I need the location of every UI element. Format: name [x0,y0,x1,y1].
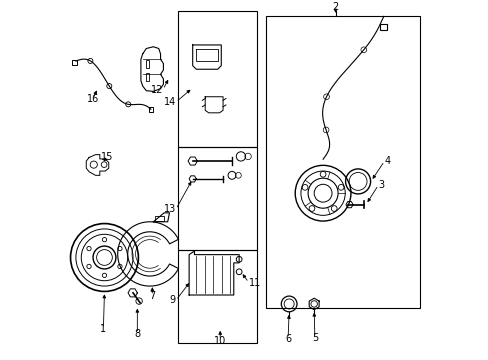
Bar [145,60,149,68]
Text: 13: 13 [163,204,176,214]
Text: 9: 9 [169,295,176,305]
Text: 3: 3 [378,180,384,190]
Text: 14: 14 [163,97,176,107]
Text: 15: 15 [101,153,113,162]
Text: 10: 10 [214,336,226,346]
Text: 7: 7 [149,291,155,301]
Bar [178,11,257,147]
Bar [155,216,164,221]
Bar [72,60,77,64]
Bar [178,147,257,250]
Text: 8: 8 [134,329,140,339]
Bar [148,107,153,112]
Text: 1: 1 [100,324,106,334]
Bar [380,24,386,30]
Text: 11: 11 [248,278,261,288]
Bar [178,250,257,343]
Bar [145,73,149,81]
Text: 5: 5 [311,333,317,343]
Text: 16: 16 [86,94,99,104]
Text: 4: 4 [384,156,390,166]
Bar [265,16,419,307]
Text: 2: 2 [332,2,338,12]
Text: 6: 6 [285,334,290,343]
Text: 12: 12 [150,85,163,95]
